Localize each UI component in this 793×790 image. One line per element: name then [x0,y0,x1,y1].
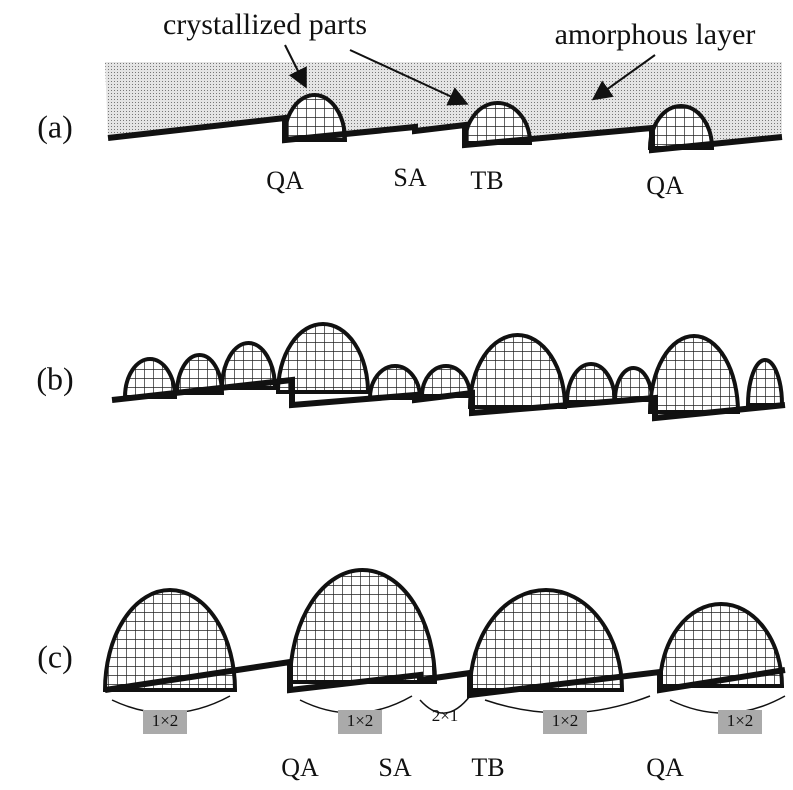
panel-label: (b) [36,360,73,396]
label-box [143,710,187,734]
reconstruction-label: 1×2 [347,711,374,730]
crystallite [467,333,568,409]
arrow [284,44,307,89]
reconstruction-label: 1×2 [152,711,179,730]
crystallite [657,602,785,688]
label-box [543,710,587,734]
site-label: SA [393,163,426,192]
crystallite [564,362,618,404]
site-label: TB [471,753,504,782]
label-box [338,710,382,734]
crystallite [219,341,278,390]
site-label: QA [646,753,684,782]
bracket [419,695,471,714]
site-label: SA [378,753,411,782]
crystallite [275,322,371,394]
site-label: QA [646,171,684,200]
callout: crystallized parts [163,8,367,41]
crystallite [745,358,785,407]
crystallite [419,364,473,398]
site-label: QA [281,753,319,782]
crystallite [647,334,741,414]
callout: amorphous layer [555,18,756,51]
arrow [591,54,656,101]
arrow [349,49,469,106]
reconstruction-label: 2×1 [432,706,459,725]
crystallite [122,357,178,399]
crystallite [612,366,655,402]
surface [107,114,783,154]
surface [111,376,786,422]
crystallite [287,568,438,684]
reconstruction-label: 1×2 [727,711,754,730]
crystallite [462,101,533,145]
crystallite [102,588,238,692]
crystallite [367,364,423,400]
panel-label: (c) [37,638,73,674]
crystallite [467,588,625,692]
site-label: TB [470,166,503,195]
panel-label: (a) [37,108,73,144]
label-box [718,710,762,734]
site-label: QA [266,166,304,195]
reconstruction-label: 1×2 [552,711,579,730]
surface [104,658,786,699]
